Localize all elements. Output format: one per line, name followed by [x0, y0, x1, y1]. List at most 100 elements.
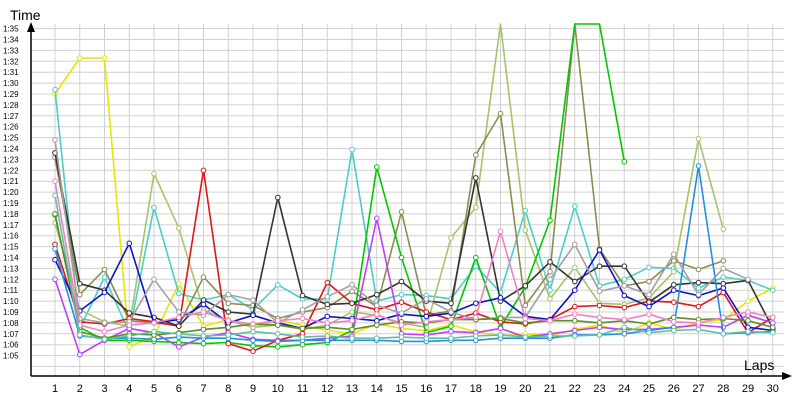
data-point — [572, 333, 578, 339]
y-tick-label: 1:21 — [3, 177, 19, 186]
data-point — [695, 285, 702, 291]
data-point — [324, 293, 331, 300]
data-point — [374, 302, 380, 309]
x-tick-label: 5 — [151, 383, 157, 395]
data-point — [176, 344, 182, 350]
data-point — [497, 228, 504, 235]
data-point — [374, 291, 380, 298]
data-point — [225, 300, 232, 307]
data-point — [547, 276, 553, 283]
data-point — [547, 217, 553, 224]
data-point — [596, 302, 603, 309]
data-point — [671, 268, 677, 275]
data-point — [621, 276, 628, 283]
data-point — [621, 324, 628, 331]
data-point — [151, 276, 157, 283]
y-tick-label: 1:11 — [3, 286, 19, 295]
data-point — [621, 158, 628, 165]
data-point — [646, 321, 652, 327]
data-point — [547, 317, 553, 324]
y-tick-label: 1:25 — [3, 134, 19, 143]
data-point — [225, 340, 232, 347]
data-point — [473, 204, 479, 211]
data-point — [770, 314, 776, 321]
y-axis-title: Time — [10, 7, 41, 23]
data-point — [522, 315, 529, 322]
data-point — [250, 337, 256, 344]
y-tick-label: 1:14 — [3, 254, 19, 263]
data-point — [448, 323, 454, 330]
y-tick-labels: 1:05 1:06 1:07 1:08 1:09 1:10 1:11 1:12 1:131:14… — [3, 25, 19, 361]
y-tick-label: 1:34 — [3, 36, 19, 45]
data-point — [770, 287, 776, 294]
data-point — [596, 288, 603, 295]
data-point — [621, 283, 628, 289]
data-point — [176, 309, 182, 315]
data-point — [473, 333, 479, 339]
data-point — [374, 322, 380, 328]
data-point — [695, 326, 702, 333]
series-line — [54, 195, 773, 341]
data-point — [695, 303, 702, 310]
data-point — [250, 312, 256, 319]
data-point — [225, 317, 232, 324]
data-point — [299, 325, 306, 332]
x-tick-label: 29 — [742, 383, 754, 395]
data-point — [646, 303, 652, 310]
y-tick-label: 1:17 — [3, 221, 19, 230]
data-point — [497, 315, 504, 322]
data-point — [225, 324, 232, 331]
data-point — [770, 329, 776, 336]
x-tick-label: 12 — [321, 383, 333, 395]
data-point — [398, 310, 405, 316]
data-point — [250, 321, 256, 327]
data-point — [349, 317, 355, 324]
y-tick-label: 1:16 — [3, 232, 19, 241]
data-point — [250, 328, 256, 335]
x-tick-label: 20 — [519, 383, 531, 395]
x-tick-label: 3 — [101, 383, 107, 395]
data-point — [176, 225, 182, 231]
data-point — [671, 319, 677, 325]
data-point — [250, 343, 256, 349]
x-tick-label: 4 — [126, 383, 132, 395]
data-point — [275, 344, 281, 350]
x-axis-arrow — [782, 372, 792, 380]
data-point — [126, 240, 133, 247]
series-lines — [52, 23, 776, 358]
data-point — [275, 317, 281, 324]
data-point — [497, 295, 504, 301]
data-point — [671, 299, 677, 306]
data-point — [126, 344, 133, 350]
series-line — [54, 242, 773, 332]
data-point — [299, 315, 306, 322]
y-tick-label: 1:23 — [3, 155, 19, 164]
data-point — [349, 326, 355, 333]
data-point — [275, 194, 281, 201]
x-tick-label: 9 — [250, 383, 256, 395]
data-point — [671, 287, 677, 294]
data-point — [200, 333, 207, 339]
data-point — [473, 314, 479, 321]
data-point — [374, 335, 380, 342]
data-point — [745, 328, 751, 335]
data-point — [151, 170, 157, 177]
data-point — [77, 55, 83, 61]
data-point — [423, 313, 430, 320]
x-axis-title: Laps — [744, 357, 774, 373]
data-point — [324, 320, 331, 326]
y-tick-label: 1:09 — [3, 308, 19, 317]
data-point — [745, 309, 751, 315]
data-point — [646, 291, 652, 298]
data-point — [596, 332, 603, 338]
y-tick-label: 1:29 — [3, 90, 19, 99]
x-tick-label: 30 — [767, 383, 779, 395]
data-point — [374, 164, 380, 170]
data-point — [695, 291, 702, 298]
data-point — [448, 316, 454, 323]
data-point — [448, 328, 454, 335]
x-tick-label: 18 — [470, 383, 482, 395]
data-point — [547, 296, 553, 302]
data-point — [695, 163, 702, 169]
data-point — [720, 258, 727, 264]
